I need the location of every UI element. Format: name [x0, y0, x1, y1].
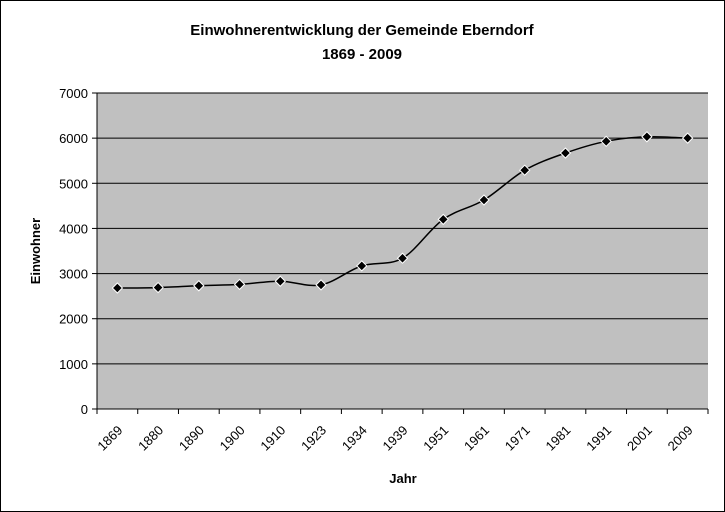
- marker: [478, 194, 490, 206]
- marker: [641, 131, 653, 143]
- marker: [111, 282, 124, 294]
- marker: [356, 260, 368, 272]
- chart-title: Einwohnerentwicklung der Gemeinde Ebernd…: [190, 22, 534, 39]
- y-tick-label: 6000: [59, 131, 88, 146]
- y-tick-label: 4000: [59, 221, 88, 236]
- marker: [600, 135, 612, 148]
- marker: [437, 213, 449, 226]
- marker: [233, 278, 246, 291]
- y-tick-label: 2000: [59, 312, 88, 327]
- y-tick-label: 5000: [59, 176, 88, 191]
- marker: [518, 164, 531, 176]
- y-axis-title: Einwohner: [28, 218, 43, 284]
- y-tick-label: 0: [81, 402, 88, 417]
- plot-area: [97, 93, 708, 409]
- marker: [152, 281, 164, 294]
- marker: [274, 275, 287, 287]
- y-tick-label: 1000: [59, 357, 88, 372]
- chart-subtitle: 1869 - 2009: [322, 46, 402, 63]
- marker: [396, 252, 409, 264]
- y-tick-label: 7000: [59, 86, 88, 101]
- marker: [315, 279, 327, 291]
- marker: [681, 132, 694, 144]
- marker: [559, 147, 572, 159]
- x-axis-title: Jahr: [389, 471, 416, 486]
- marker: [193, 280, 205, 292]
- y-tick-label: 3000: [59, 267, 88, 282]
